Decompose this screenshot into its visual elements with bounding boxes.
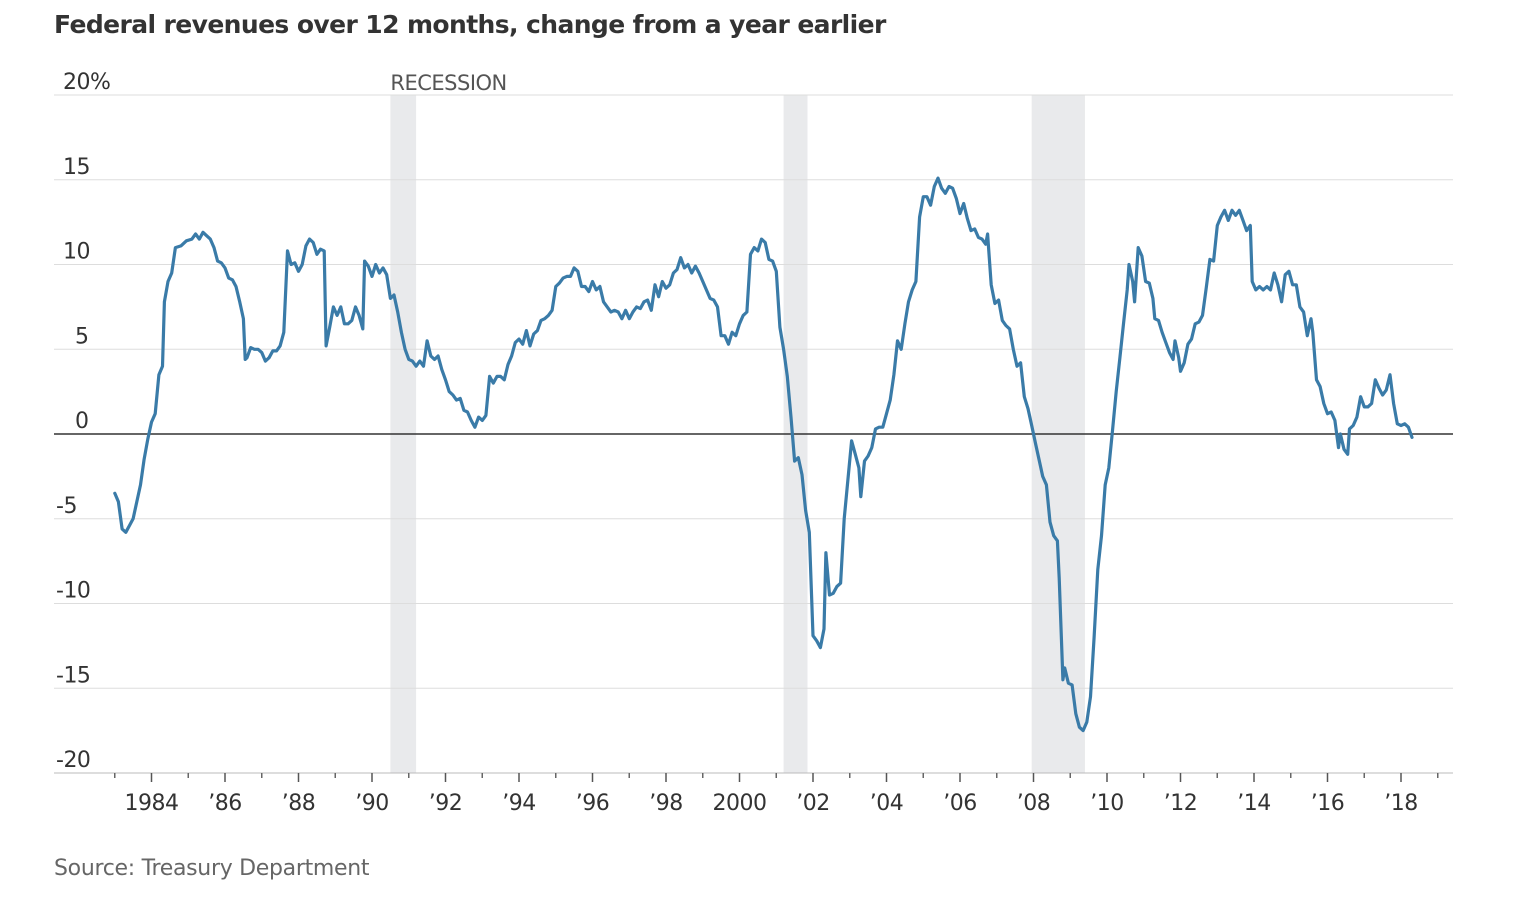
x-tick-label: ’10 [1090,791,1124,816]
series-line [113,176,1414,733]
y-tick-label: -20 [56,748,90,773]
x-tick-label: ’94 [502,791,536,816]
y-tick-label: -5 [56,494,77,519]
y-tick-label: 20% [63,70,110,95]
x-tick-label: ’06 [943,791,977,816]
x-tick-label: ’04 [870,791,904,816]
x-tick-label: ’88 [282,791,316,816]
chart-title: Federal revenues over 12 months, change … [54,10,886,39]
source-note: Source: Treasury Department [54,856,370,881]
x-tick-label: ’16 [1311,791,1345,816]
y-tick-label: -15 [56,663,90,688]
y-tick-label: -10 [56,579,90,604]
x-tick-label: ’90 [355,791,389,816]
x-tick-label: ’86 [208,791,242,816]
recession-label: RECESSION [390,71,506,95]
x-tick-label: 2000 [713,791,767,816]
x-tick-label: ’18 [1384,791,1418,816]
x-tick-label: ’12 [1164,791,1198,816]
x-tick-label: ’92 [429,791,463,816]
x-tick-label: 1984 [125,791,179,816]
x-tick-label: ’14 [1237,791,1271,816]
x-tick-label: ’98 [649,791,683,816]
x-tick-label: ’96 [576,791,610,816]
y-tick-label: 0 [75,409,89,434]
y-tick-label: 5 [75,324,89,349]
y-tick-label: 10 [63,240,90,265]
y-tick-label: 15 [63,155,90,180]
x-tick-label: ’02 [796,791,830,816]
x-tick-label: ’08 [1017,791,1051,816]
